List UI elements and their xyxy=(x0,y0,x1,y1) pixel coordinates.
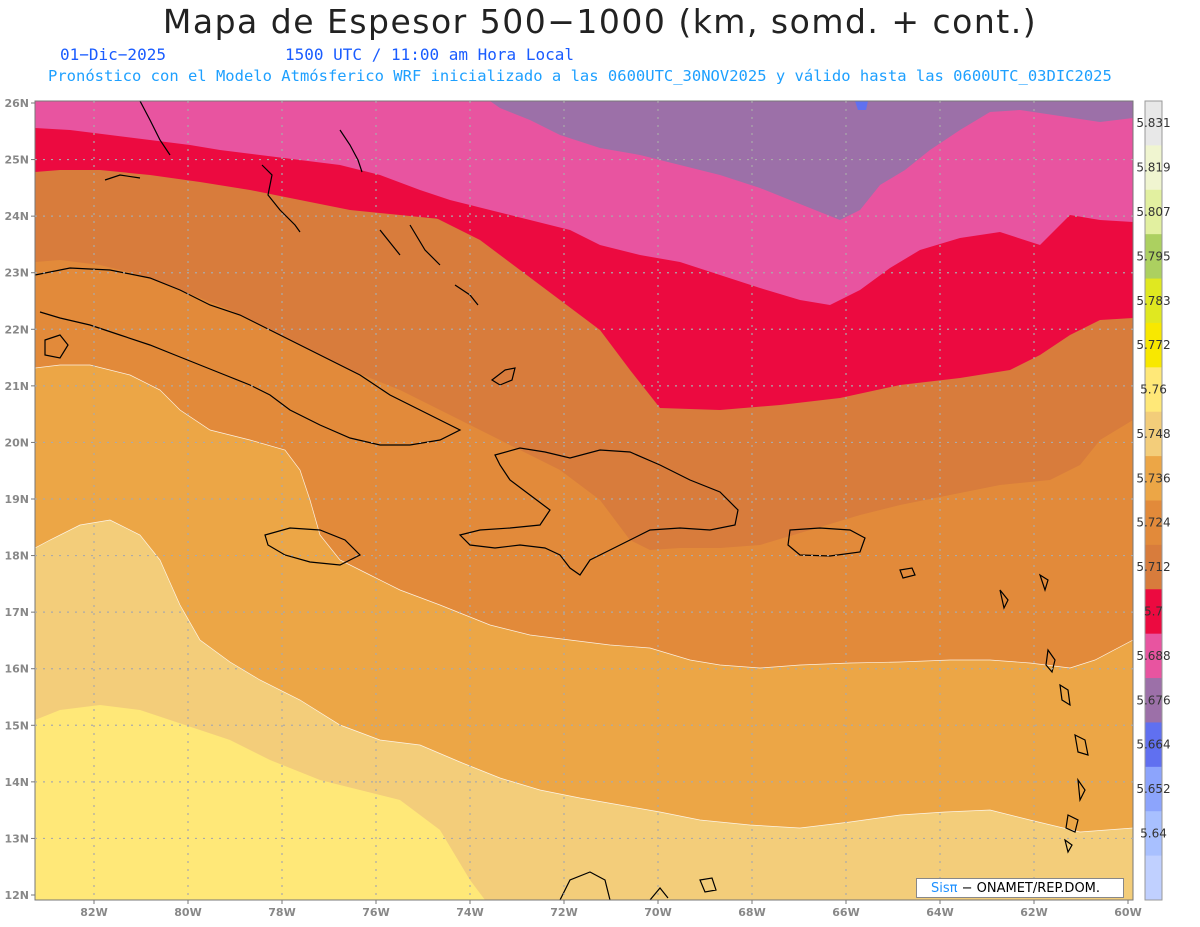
lon-tick-label: 80W xyxy=(174,906,201,919)
sispi-logo: Sisπ xyxy=(931,881,958,896)
colorbar-segment xyxy=(1145,811,1162,857)
colorbar-segment xyxy=(1145,722,1162,768)
band-5700-lobe xyxy=(430,215,1133,410)
colorbar-segment xyxy=(1145,367,1162,413)
lon-tick-label: 74W xyxy=(456,906,483,919)
colorbar-segment xyxy=(1145,766,1162,812)
lat-tick-label: 23N xyxy=(4,267,29,280)
colorbar-segment xyxy=(1145,456,1162,501)
lat-tick-label: 24N xyxy=(4,210,29,223)
forecast-time: 1500 UTC / 11:00 am Hora Local xyxy=(285,45,574,64)
colorbar-label: 5.724 xyxy=(1136,516,1170,530)
colorbar-label: 5.819 xyxy=(1136,161,1170,175)
lat-tick-label: 15N xyxy=(4,719,29,732)
credit-text: − ONAMET/REP.DOM. xyxy=(961,881,1101,896)
band-5676 xyxy=(490,101,1133,220)
band-5664-pocket xyxy=(855,101,868,110)
lat-tick-label: 18N xyxy=(4,550,29,563)
lat-tick-label: 20N xyxy=(4,436,29,449)
colorbar-segment xyxy=(1145,855,1162,901)
colorbar-segment xyxy=(1145,101,1162,146)
colorbar-label: 5.736 xyxy=(1136,471,1170,485)
lon-tick-label: 60W xyxy=(1114,906,1141,919)
coastlines xyxy=(35,101,1089,900)
latitude-ticks: 26N 25N 24N 23N 22N 21N 20N 19N 18N 17N 16N 15N 14N 1… xyxy=(4,97,35,902)
lat-tick-label: 13N xyxy=(4,832,29,845)
lon-tick-label: 64W xyxy=(926,906,953,919)
colorbar-label: 5.652 xyxy=(1136,782,1170,796)
lat-tick-label: 26N xyxy=(4,97,29,110)
lon-tick-label: 76W xyxy=(362,906,389,919)
forecast-date: 01−Dic−2025 xyxy=(60,45,166,64)
colorbar-label: 5.795 xyxy=(1136,249,1170,263)
lat-lon-grid xyxy=(35,101,1133,900)
lon-tick-label: 68W xyxy=(738,906,765,919)
colorbar-segment xyxy=(1145,234,1162,280)
lat-tick-label: 22N xyxy=(4,323,29,336)
colorbar-segment xyxy=(1145,189,1162,235)
colorbar-label: 5.807 xyxy=(1136,205,1170,219)
lat-tick-label: 16N xyxy=(4,663,29,676)
colorbar-segment xyxy=(1145,544,1162,590)
map-title: Mapa de Espesor 500−1000 (km, somd. + co… xyxy=(162,2,1038,41)
longitude-ticks: 82W 80W 78W 76W 74W 72W 70W 68W 66W 64W 62W 60W xyxy=(80,900,1142,919)
lat-tick-label: 25N xyxy=(4,154,29,167)
lat-tick-label: 17N xyxy=(4,606,29,619)
thickness-map: 26N 25N 24N 23N 22N 21N 20N 19N 18N 17N 16N 15N 14N 1… xyxy=(4,97,1171,919)
colorbar-label: 5.783 xyxy=(1136,294,1170,308)
colorbar-segment xyxy=(1145,500,1162,546)
colorbar-label: 5.688 xyxy=(1136,649,1170,663)
lon-tick-label: 70W xyxy=(644,906,671,919)
thickness-fields xyxy=(35,101,1133,900)
lat-tick-label: 21N xyxy=(4,380,29,393)
model-info: Pronóstico con el Modelo Atmósferico WRF… xyxy=(48,67,1112,85)
colorbar-label: 5.76 xyxy=(1140,383,1167,397)
colorbar-segment xyxy=(1145,589,1162,635)
lon-tick-label: 78W xyxy=(268,906,295,919)
colorbar-segment xyxy=(1145,411,1162,457)
colorbar-label: 5.7 xyxy=(1144,604,1163,618)
lon-tick-label: 82W xyxy=(80,906,107,919)
map-frame xyxy=(34,100,1134,901)
lat-tick-label: 14N xyxy=(4,776,29,789)
lat-tick-label: 12N xyxy=(4,889,29,902)
colorbar-label: 5.712 xyxy=(1136,560,1170,574)
colorbar-label: 5.772 xyxy=(1136,338,1170,352)
colorbar-segment xyxy=(1145,633,1162,679)
colorbar-segment xyxy=(1145,278,1162,324)
colorbar-label: 5.664 xyxy=(1136,738,1170,752)
lon-tick-label: 66W xyxy=(832,906,859,919)
colorbar-segment xyxy=(1145,145,1162,191)
colorbar-segment xyxy=(1145,678,1162,723)
thickness-colorbar: 5.831 5.819 5.807 5.795 5.783 5.772 5.76 5.748 5… xyxy=(1136,100,1171,901)
lon-tick-label: 72W xyxy=(550,906,577,919)
colorbar-frame xyxy=(1144,100,1163,901)
colorbar-label: 5.831 xyxy=(1136,116,1170,130)
colorbar-label: 5.748 xyxy=(1136,427,1170,441)
credit-box: Sisπ − ONAMET/REP.DOM. xyxy=(916,878,1124,898)
colorbar-segment xyxy=(1145,322,1162,368)
colorbar-label: 5.676 xyxy=(1136,693,1170,707)
lon-tick-label: 62W xyxy=(1020,906,1047,919)
lat-tick-label: 19N xyxy=(4,493,29,506)
colorbar-label: 5.64 xyxy=(1140,826,1167,840)
